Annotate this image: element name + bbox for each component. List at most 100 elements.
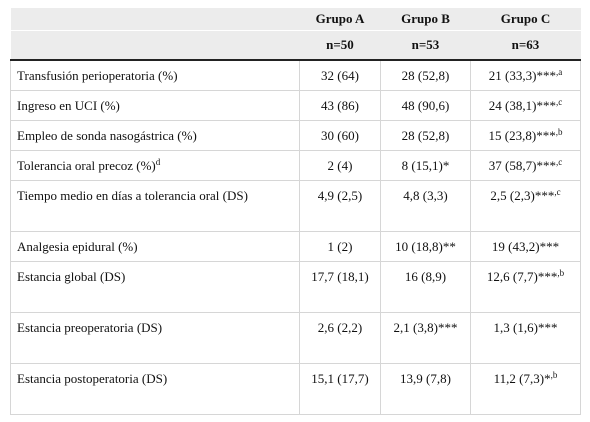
row-label-text: Ingreso en UCI (%) [17,97,120,113]
header-corner [10,8,300,31]
cell-group-b: 4,8 (3,3) [380,179,471,232]
cell-group-a: 4,9 (2,5) [299,179,381,232]
row-label: Estancia preoperatoria (DS) [10,311,300,364]
header-group-c: Grupo C [470,8,581,31]
cell-group-c-footnote-mark: ,c [555,96,563,107]
cell-group-b: 10 (18,8)** [380,230,471,262]
cell-group-b-text: 13,9 (7,8) [400,370,451,386]
cell-group-b-text: 8 (15,1)* [401,157,450,173]
cell-group-c: 15 (23,8)***,b [470,119,581,151]
row-label: Empleo de sonda nasogástrica (%) [10,119,300,151]
cell-group-c-footnote-mark: ,a [555,67,563,77]
cell-group-b: 13,9 (7,8) [380,362,471,415]
cell-group-b: 48 (90,6) [380,89,471,121]
row-label-text: Tolerancia oral precoz (%) [17,157,156,173]
cell-group-c: 24 (38,1)***,c [470,89,581,121]
cell-group-a: 30 (60) [299,119,381,151]
header-group-b: Grupo B [380,8,471,31]
cell-group-a: 15,1 (17,7) [299,362,381,415]
row-label-text: Estancia postoperatoria (DS) [17,370,168,386]
cell-group-c: 12,6 (7,7)***,b [470,260,581,313]
cell-group-a: 32 (64) [299,59,381,91]
cell-group-b-text: 2,1 (3,8)*** [393,319,458,335]
cell-group-a-text: 32 (64) [321,68,359,83]
table-row: Analgesia epidural (%) 1 (2) 10 (18,8)** 19… [10,230,581,262]
cell-group-a-text: 30 (60) [321,127,359,143]
cell-group-c: 1,3 (1,6)*** [470,311,581,364]
cell-group-a-text: 15,1 (17,7) [311,370,369,386]
cell-group-b-text: 10 (18,8)** [395,238,456,254]
table-row: Empleo de sonda nasogástrica (%) 30 (60) 2… [10,119,581,151]
row-label: Tolerancia oral precoz (%)d [10,149,300,181]
cell-group-a-text: 2,6 (2,2) [317,319,363,335]
cell-group-b: 28 (52,8) [380,59,471,91]
cell-group-c-text: 2,5 (2,3)*** [490,187,555,203]
cell-group-c: 2,5 (2,3)***,c [470,179,581,232]
cell-group-b-text: 48 (90,6) [401,97,450,113]
results-table: Grupo A Grupo B Grupo C n=50 n=53 n=63 T… [10,8,581,415]
cell-group-c-footnote-mark: ,c [554,186,561,197]
row-label-text: Transfusión perioperatoria (%) [17,68,178,83]
table-row: Tolerancia oral precoz (%)d 2 (4) 8 (15,1)… [10,149,581,181]
table-body: Transfusión perioperatoria (%) 32 (64) 28 … [10,59,581,415]
cell-group-a-text: 2 (4) [327,157,353,173]
row-label-text: Analgesia epidural (%) [17,238,138,254]
cell-group-c-text: 15 (23,8)*** [488,127,556,143]
cell-group-c: 11,2 (7,3)*,b [470,362,581,415]
cell-group-c-footnote-mark: ,b [557,267,565,278]
results-table-container: Grupo A Grupo B Grupo C n=50 n=53 n=63 T… [10,8,581,415]
cell-group-c-text: 19 (43,2)*** [491,238,560,254]
header-row-counts: n=50 n=53 n=63 [10,30,581,61]
cell-group-c-text: 12,6 (7,7)*** [486,268,558,284]
cell-group-a-text: 43 (86) [321,97,359,113]
row-label-text: Estancia preoperatoria (DS) [17,319,163,335]
table-row: Tiempo medio en días a tolerancia oral (… [10,179,581,232]
table-row: Estancia preoperatoria (DS) 2,6 (2,2) 2,1 … [10,311,581,364]
cell-group-a-text: 4,9 (2,5) [317,187,363,203]
cell-group-c: 19 (43,2)*** [470,230,581,262]
cell-group-b: 28 (52,8) [380,119,471,151]
cell-group-a-text: 17,7 (18,1) [311,268,369,284]
header-count-b: n=53 [380,30,471,61]
header-group-a: Grupo A [299,8,381,31]
cell-group-c-text: 24 (38,1)*** [488,97,556,113]
cell-group-b: 16 (8,9) [380,260,471,313]
cell-group-c-text: 37 (58,7)*** [488,157,556,173]
cell-group-b-text: 16 (8,9) [404,268,447,284]
cell-group-a: 1 (2) [299,230,381,262]
cell-group-a-text: 1 (2) [327,238,353,254]
row-label: Estancia postoperatoria (DS) [10,362,300,415]
row-label-text: Empleo de sonda nasogástrica (%) [17,127,197,143]
table-row: Estancia global (DS) 17,7 (18,1) 16 (8,9) 1… [10,260,581,313]
row-label: Estancia global (DS) [10,260,300,313]
row-label: Analgesia epidural (%) [10,230,300,262]
header-row-groups: Grupo A Grupo B Grupo C [10,8,581,31]
cell-group-a: 2 (4) [299,149,381,181]
table-row: Ingreso en UCI (%) 43 (86) 48 (90,6) 24 (38… [10,89,581,121]
row-label: Ingreso en UCI (%) [10,89,300,121]
row-label-text: Estancia global (DS) [17,268,126,284]
cell-group-c-text: 21 (33,3)*** [488,68,556,83]
table-row: Estancia postoperatoria (DS) 15,1 (17,7) 1… [10,362,581,415]
cell-group-b: 8 (15,1)* [380,149,471,181]
table-row: Transfusión perioperatoria (%) 32 (64) 28 … [10,59,581,91]
cell-group-a: 17,7 (18,1) [299,260,381,313]
row-label-text: Tiempo medio en días a tolerancia oral (… [17,187,248,203]
table-header: Grupo A Grupo B Grupo C n=50 n=53 n=63 [10,8,581,61]
cell-group-c-text: 11,2 (7,3)* [493,370,551,386]
cell-group-c: 37 (58,7)***,c [470,149,581,181]
cell-group-c-text: 1,3 (1,6)*** [493,319,558,335]
row-label: Transfusión perioperatoria (%) [10,59,300,91]
cell-group-c-footnote-mark: ,b [550,369,558,380]
cell-group-c-footnote-mark: ,c [555,156,563,167]
cell-group-a: 43 (86) [299,89,381,121]
header-corner-lower [10,30,300,61]
cell-group-a: 2,6 (2,2) [299,311,381,364]
row-label: Tiempo medio en días a tolerancia oral (… [10,179,300,232]
header-count-a: n=50 [299,30,381,61]
cell-group-c-footnote-mark: ,b [555,126,563,137]
cell-group-b-text: 28 (52,8) [401,68,450,83]
cell-group-b-text: 28 (52,8) [401,127,450,143]
cell-group-c: 21 (33,3)***,a [470,59,581,91]
row-label-footnote-mark: d [155,156,161,167]
